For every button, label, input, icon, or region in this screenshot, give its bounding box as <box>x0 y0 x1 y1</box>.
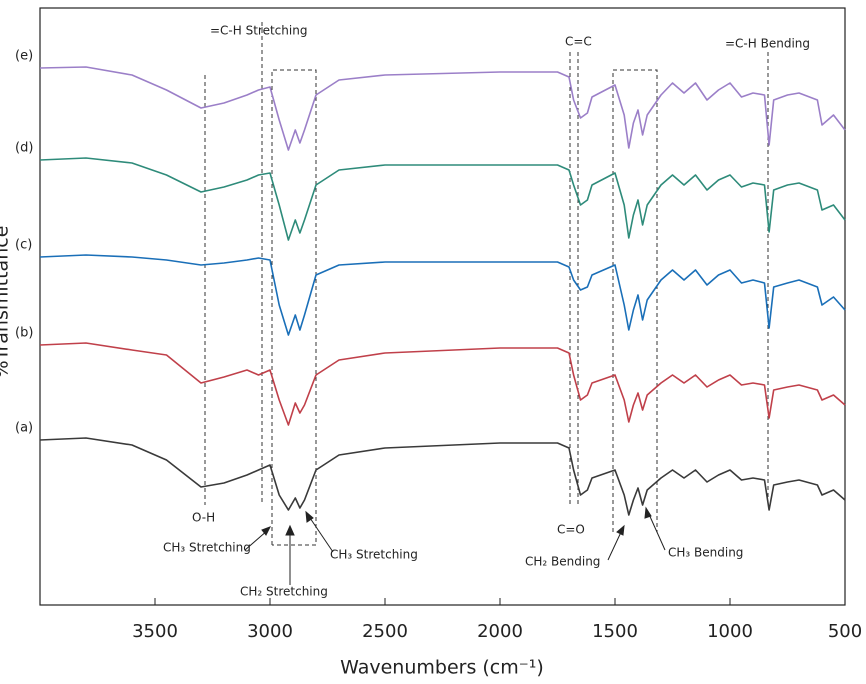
x-tick-label: 3000 <box>247 621 293 642</box>
arrows <box>244 506 666 585</box>
annotation: CH₂ Stretching <box>240 585 328 599</box>
annotation: CH₃ Stretching <box>163 541 251 555</box>
spectrum-line <box>39 254 846 336</box>
annotation: CH₃ Bending <box>668 546 743 560</box>
annotation: CH₂ Bending <box>525 555 600 569</box>
series-label: (e) <box>15 49 33 64</box>
spectrum-line <box>39 66 846 151</box>
spectrum-line <box>39 437 846 516</box>
annotation: CH₃ Stretching <box>330 548 418 562</box>
x-axis-label: Wavenumbers (cm⁻¹) <box>340 657 544 679</box>
guide-lines <box>204 22 769 546</box>
spectrum-line <box>39 157 846 241</box>
series-label: (d) <box>15 141 33 156</box>
x-tick-label: 1000 <box>707 621 753 642</box>
x-tick-label: 2500 <box>362 621 408 642</box>
x-tick-label: 500 <box>828 621 862 642</box>
annotation: C=O <box>557 523 585 537</box>
annotation: C=C <box>565 35 592 49</box>
annotation: O-H <box>192 511 215 525</box>
series-label: (b) <box>15 326 33 341</box>
spectrum-line <box>39 342 846 426</box>
series-label: (c) <box>15 238 32 253</box>
annotation: =C-H Stretching <box>210 24 307 38</box>
x-tick-label: 2000 <box>477 621 523 642</box>
y-axis-label: %Transmittance <box>0 226 13 379</box>
series-label: (a) <box>15 421 33 436</box>
plot-frame <box>39 7 846 606</box>
annotation: =C-H Bending <box>725 37 810 51</box>
x-tick-label: 3500 <box>132 621 178 642</box>
x-tick-label: 1500 <box>592 621 638 642</box>
